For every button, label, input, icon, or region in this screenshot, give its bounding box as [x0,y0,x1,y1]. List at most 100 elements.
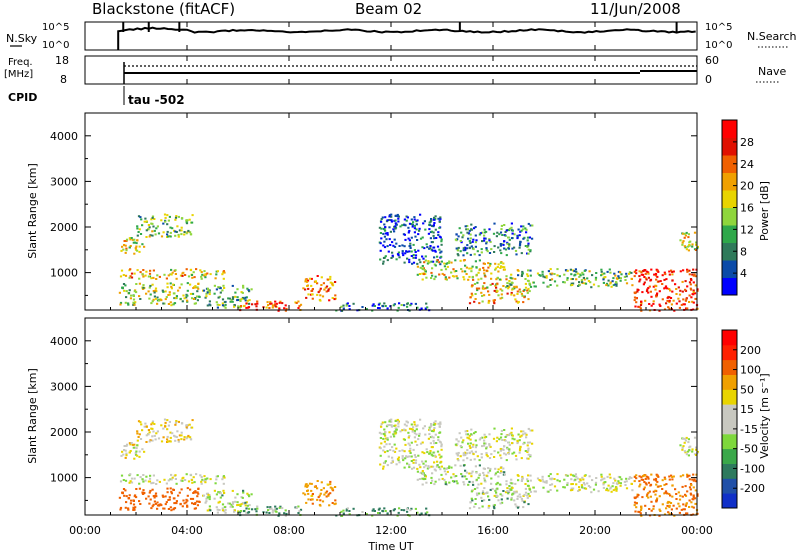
velocity-cell [675,493,678,495]
velocity-cell [536,477,540,480]
velocity-cell [319,499,322,502]
power-cell [429,247,432,250]
power-cell [459,240,462,242]
power-cell [669,289,672,292]
velocity-cell [421,477,424,480]
velocity-cell [666,501,669,504]
velocity-cell [649,484,652,487]
power-cell [408,309,411,312]
velocity-cell [208,505,211,508]
power-cell [485,241,488,244]
velocity-cell [428,433,431,436]
power-cell [505,254,508,257]
velocity-cell [216,511,219,514]
power-cell [668,299,671,302]
velocity-cell [421,470,424,472]
velocity-cell [474,503,477,505]
velocity-cell [149,489,152,492]
power-cell [154,289,157,292]
power-cell [656,292,659,295]
velocity-cell [130,481,134,484]
velocity-cell [505,434,508,437]
power-cell [591,274,594,277]
power-cell [644,299,647,302]
velocity-cell [623,480,626,483]
velocity-cell [191,497,195,500]
power-cell [133,238,136,241]
power-cell [269,302,272,305]
velocity-cell [494,489,497,492]
power-cell [692,289,695,292]
power-cell [133,272,136,275]
power-cell [688,281,692,284]
power-cell [682,269,685,272]
power-cell [408,239,411,242]
velocity-cell [410,455,413,458]
nsky-axis-ticks [122,22,678,32]
power-cell [382,262,385,265]
power-cell [307,293,310,296]
velocity-cell [431,446,434,449]
velocity-cell [130,499,133,502]
velocity-cell [265,511,268,514]
velocity-cell [419,466,422,469]
power-cell [437,217,440,220]
power-cell [514,277,517,280]
power-cell [169,226,172,229]
power-cell [473,227,476,230]
velocity-cell [379,463,382,466]
power-cell [667,306,670,309]
velocity-cell [310,495,313,497]
velocity-cell [500,429,503,432]
velocity-cell [328,504,331,507]
velocity-cell [522,430,525,433]
power-cell [556,284,559,287]
velocity-cell [488,444,491,447]
velocity-cell [429,452,432,455]
power-cell [405,215,408,218]
power-cell [464,248,467,251]
power-cell [488,264,492,267]
power-cell [654,288,657,291]
velocity-cell [348,510,351,512]
velocity-cell [528,495,531,498]
velocity-cell [236,504,239,506]
velocity-cell [469,458,472,461]
velocity-cell [307,498,310,501]
power-cell [506,242,509,245]
velocity-cell [478,507,481,510]
power-cell [238,306,241,309]
velocity-cell [203,475,206,478]
velocity-cell [638,511,641,513]
velocity-cell [390,462,393,464]
velocity-cell [320,481,323,484]
velocity-cell [581,476,584,479]
power-cell [123,289,126,292]
velocity-cell [478,473,481,476]
velocity-cell [172,488,175,491]
velocity-cell [204,501,207,504]
velocity-cell [197,488,200,490]
power-cell [162,290,165,293]
power-cell [684,288,687,291]
power-cell [204,273,207,276]
power-cell [600,274,603,277]
velocity-cell [504,491,508,494]
power-cell [129,268,132,271]
velocity-cell [475,478,478,481]
velocity-cell [445,467,448,470]
power-cell [524,227,527,230]
power-cell [430,277,433,279]
power-cell [402,254,405,257]
power-cell [473,283,477,285]
velocity-cell [169,506,172,509]
power-cell [246,299,249,302]
colorbar-swatch [722,330,737,346]
power-cell [617,270,620,273]
power-cell [380,237,383,240]
velocity-cell [128,451,131,454]
power-cell [245,296,248,299]
power-cell [434,215,437,218]
velocity-cell [431,454,434,457]
power-cell [189,233,192,236]
